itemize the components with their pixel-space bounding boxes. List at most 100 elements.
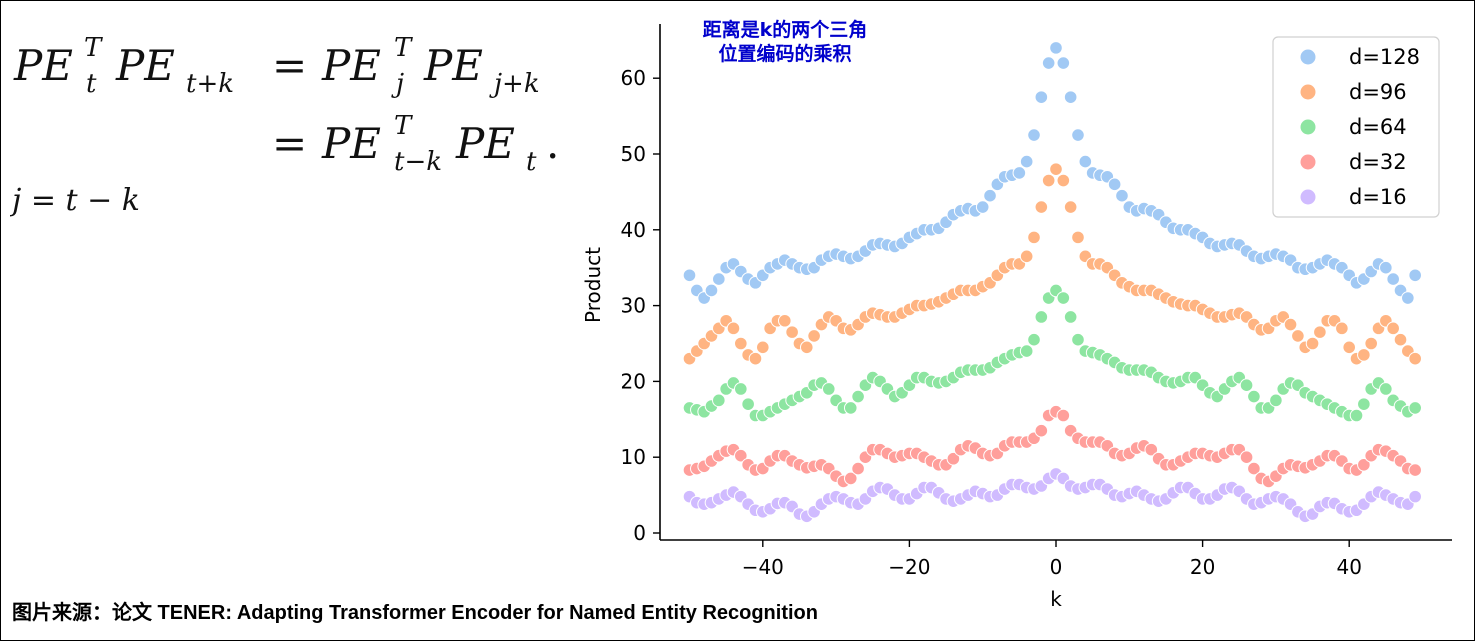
formula-svg: PE T t PE t+k = PE T j PE j+k = PE T t−k… xyxy=(6,33,559,218)
legend-label: d=96 xyxy=(1349,80,1407,104)
data-point xyxy=(748,351,763,366)
data-point xyxy=(1063,90,1078,104)
chart-title-line-1: 距离是k的两个三角 xyxy=(702,19,868,41)
legend-label: d=16 xyxy=(1349,185,1407,209)
data-point xyxy=(734,336,748,351)
formula-sub-1: t xyxy=(86,69,97,99)
data-point xyxy=(1342,340,1356,355)
data-point xyxy=(1041,56,1056,70)
formula-sub-4: j+k xyxy=(489,69,540,99)
legend-label: d=64 xyxy=(1349,115,1407,139)
data-point xyxy=(734,382,748,396)
data-point xyxy=(1305,336,1320,351)
data-points xyxy=(682,41,1422,524)
data-point xyxy=(799,340,814,355)
data-point xyxy=(1056,408,1071,423)
data-point xyxy=(712,393,726,408)
data-point xyxy=(1019,249,1034,264)
data-point xyxy=(1063,200,1078,214)
formula-pe-6: PE xyxy=(455,119,515,168)
data-point xyxy=(1107,177,1122,192)
data-point xyxy=(1393,332,1408,347)
data-point xyxy=(1115,188,1129,203)
formula-sub-5: t−k xyxy=(394,147,442,177)
data-point xyxy=(1041,173,1056,188)
data-point xyxy=(1357,397,1371,411)
y-tick-label: 60 xyxy=(621,66,646,90)
data-point xyxy=(1071,332,1085,347)
data-point xyxy=(975,200,990,214)
legend-box xyxy=(1272,36,1440,218)
data-point xyxy=(1408,401,1422,415)
data-point xyxy=(1313,325,1327,339)
formula-pe-2: PE xyxy=(115,41,175,90)
data-point xyxy=(1291,329,1305,343)
data-point xyxy=(1364,336,1378,351)
data-point xyxy=(1408,489,1422,504)
y-tick-label: 20 xyxy=(621,369,646,393)
y-tick-label: 10 xyxy=(621,445,646,469)
data-point xyxy=(851,461,865,476)
source-caption: 图片来源：论文 TENER: Adapting Transformer Enco… xyxy=(12,602,818,624)
formula-pe-5: PE xyxy=(321,119,381,168)
x-tick-label: 0 xyxy=(1050,555,1063,579)
x-axis-label: k xyxy=(1050,587,1062,611)
data-point xyxy=(682,268,697,283)
data-point xyxy=(1027,332,1041,347)
data-point xyxy=(821,382,836,396)
data-point xyxy=(785,325,799,339)
legend-marker xyxy=(1300,84,1316,100)
formula-pe-3: PE xyxy=(321,41,381,90)
formula-sup-3: T xyxy=(394,33,413,63)
data-point xyxy=(1027,230,1041,245)
data-point xyxy=(1239,378,1254,392)
data-point xyxy=(1019,154,1034,169)
y-axis-label: Product xyxy=(581,247,605,323)
x-ticks: −40 −20 0 20 40 xyxy=(742,540,1362,579)
data-point xyxy=(843,401,858,415)
series-d-96 xyxy=(682,162,1422,366)
legend-label: d=128 xyxy=(1349,45,1420,69)
formula-period: . xyxy=(546,119,559,168)
data-point xyxy=(1056,173,1071,188)
data-point xyxy=(712,272,726,286)
legend-marker xyxy=(1300,154,1316,170)
series-d-32 xyxy=(682,404,1422,489)
formula-sup-1: T xyxy=(84,33,103,63)
data-point xyxy=(946,451,961,466)
y-tick-label: 50 xyxy=(621,142,646,166)
data-point xyxy=(734,448,748,463)
data-point xyxy=(1034,90,1049,104)
data-point xyxy=(1401,291,1415,305)
data-point xyxy=(1349,408,1364,423)
data-point xyxy=(1408,463,1422,477)
data-point xyxy=(1379,260,1393,275)
data-point xyxy=(1386,321,1400,336)
data-point xyxy=(726,321,741,336)
data-point xyxy=(1247,389,1261,404)
series-d-64 xyxy=(682,283,1422,423)
y-tick-label: 0 xyxy=(633,521,646,545)
x-tick-label: 40 xyxy=(1336,555,1361,579)
formula-pe-4: PE xyxy=(423,41,483,90)
data-point xyxy=(1063,310,1078,324)
data-point xyxy=(1027,128,1041,142)
legend-marker xyxy=(1300,119,1316,135)
formula-j-definition: j = t − k xyxy=(10,183,140,218)
data-point xyxy=(1012,166,1027,180)
data-point xyxy=(1408,268,1422,283)
data-point xyxy=(1269,393,1283,408)
data-point xyxy=(1034,423,1049,438)
legend-label: d=32 xyxy=(1349,150,1407,174)
data-point xyxy=(1071,128,1085,142)
data-point xyxy=(1056,56,1071,70)
data-point xyxy=(1049,41,1063,55)
formula-eq-2: = xyxy=(272,119,307,168)
formula-sub-2: t+k xyxy=(186,69,234,99)
data-point xyxy=(756,340,770,355)
data-point xyxy=(1408,351,1422,366)
data-point xyxy=(1386,272,1400,286)
data-point xyxy=(851,389,865,404)
data-point xyxy=(1056,291,1071,305)
data-point xyxy=(741,397,755,411)
